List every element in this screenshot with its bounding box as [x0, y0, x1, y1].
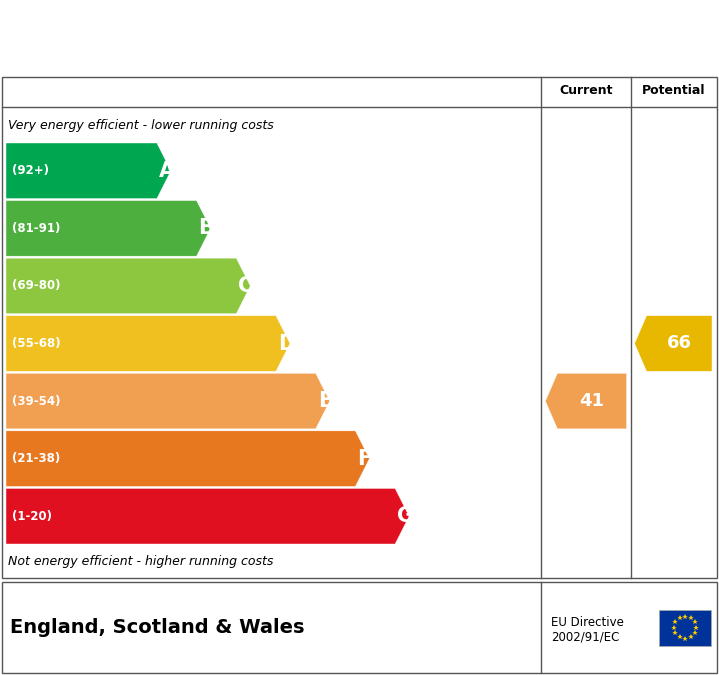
Text: (92+): (92+) — [12, 164, 49, 178]
Text: D: D — [278, 333, 296, 354]
Text: 66: 66 — [667, 335, 692, 352]
Text: C: C — [238, 276, 254, 296]
Text: (55-68): (55-68) — [12, 337, 60, 350]
Text: A: A — [159, 161, 175, 181]
Text: EU Directive: EU Directive — [551, 616, 624, 629]
Polygon shape — [6, 200, 211, 256]
Polygon shape — [6, 489, 409, 544]
Text: Energy Efficiency Rating: Energy Efficiency Rating — [14, 24, 416, 51]
Polygon shape — [6, 373, 330, 429]
Polygon shape — [6, 431, 370, 487]
Text: Very energy efficient - lower running costs: Very energy efficient - lower running co… — [8, 119, 274, 132]
Text: Current: Current — [559, 84, 613, 97]
Text: (81-91): (81-91) — [12, 222, 60, 235]
Text: (1-20): (1-20) — [12, 510, 52, 522]
Polygon shape — [6, 258, 250, 314]
Text: Not energy efficient - higher running costs: Not energy efficient - higher running co… — [8, 556, 273, 568]
Text: F: F — [357, 449, 372, 468]
FancyBboxPatch shape — [659, 610, 711, 645]
Polygon shape — [546, 373, 626, 429]
Text: 2002/91/EC: 2002/91/EC — [551, 630, 620, 643]
Text: (39-54): (39-54) — [12, 395, 60, 408]
Polygon shape — [6, 143, 171, 198]
Polygon shape — [635, 316, 712, 371]
Text: B: B — [198, 218, 214, 238]
Text: E: E — [318, 391, 332, 411]
Polygon shape — [6, 316, 290, 371]
Text: (69-80): (69-80) — [12, 279, 60, 292]
Text: Potential: Potential — [641, 84, 705, 97]
Text: England, Scotland & Wales: England, Scotland & Wales — [10, 618, 305, 637]
Text: (21-38): (21-38) — [12, 452, 60, 465]
Text: G: G — [397, 506, 414, 526]
Text: 41: 41 — [580, 392, 605, 410]
